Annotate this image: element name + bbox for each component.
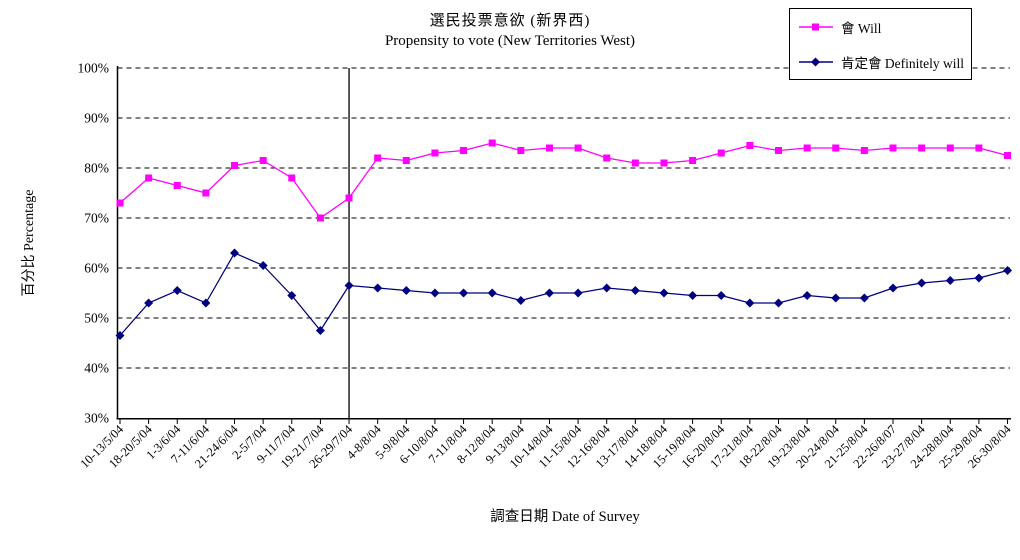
will-data-point bbox=[116, 199, 124, 207]
definitely-will-data-point bbox=[773, 298, 783, 308]
will-data-point bbox=[946, 144, 954, 152]
x-axis-title: 調查日期 Date of Survey bbox=[490, 508, 640, 525]
definitely-will-data-point bbox=[287, 291, 297, 300]
will-data-point bbox=[975, 144, 983, 152]
will-data-point bbox=[889, 144, 897, 152]
definitely-will-data-point bbox=[688, 291, 698, 300]
will-series-swatch bbox=[799, 23, 833, 31]
definitely-will-data-point bbox=[1003, 266, 1013, 275]
definitely-will-data-point bbox=[974, 273, 984, 283]
definitely-will-data-point bbox=[859, 293, 869, 303]
definitely-will-data-point bbox=[172, 286, 182, 295]
y-tick-label: 70% bbox=[84, 211, 109, 226]
y-tick-label: 100% bbox=[78, 61, 110, 76]
will-data-point bbox=[345, 194, 353, 202]
will-data-point bbox=[660, 159, 668, 167]
will-data-point bbox=[431, 149, 439, 157]
y-tick-label: 50% bbox=[84, 311, 109, 326]
will-data-point bbox=[832, 144, 840, 152]
will-data-point bbox=[173, 182, 181, 189]
definitely-will-data-point bbox=[745, 298, 755, 308]
definitely-will-data-point bbox=[459, 288, 469, 298]
definitely-will-data-point bbox=[917, 278, 927, 288]
will-data-point bbox=[517, 147, 525, 154]
definitely-will-data-point bbox=[888, 283, 898, 293]
will-data-point bbox=[860, 147, 868, 154]
definitely-will-data-point bbox=[802, 291, 812, 300]
will-data-point bbox=[1004, 152, 1012, 159]
definitely-will-data-point bbox=[258, 261, 268, 270]
definitely-will-data-point bbox=[201, 298, 211, 308]
definitely-will-data-point bbox=[659, 288, 669, 298]
will-data-point bbox=[374, 154, 382, 162]
will-data-point bbox=[717, 149, 725, 157]
definitely-will-data-point bbox=[831, 293, 841, 303]
will-data-point bbox=[145, 174, 153, 182]
y-tick-label: 30% bbox=[84, 411, 109, 426]
will-data-point bbox=[603, 154, 611, 162]
will-data-point bbox=[918, 144, 926, 152]
definitely-will-data-point bbox=[115, 331, 125, 340]
will-data-point bbox=[402, 157, 410, 164]
definitely-will-data-point bbox=[230, 248, 240, 258]
will-data-point bbox=[574, 144, 582, 152]
legend-label-definitely-will: 肯定會 Definitely will bbox=[841, 56, 964, 71]
y-tick-label: 90% bbox=[84, 111, 109, 126]
definitely-will-data-point bbox=[401, 286, 411, 295]
will-data-point bbox=[460, 147, 468, 154]
definitely-will-data-point bbox=[630, 286, 640, 295]
legend-box: 會 Will 肯定會 Definitely will bbox=[789, 8, 972, 80]
will-data-point bbox=[231, 162, 239, 169]
definitely-will-data-point bbox=[144, 298, 154, 308]
will-data-point bbox=[488, 139, 496, 147]
definitely-will-data-point bbox=[602, 283, 612, 293]
will-data-point bbox=[316, 214, 324, 222]
legend-item-definitely-will: 肯定會 Definitely will bbox=[798, 54, 964, 71]
definitely-will-data-point bbox=[544, 288, 554, 298]
definitely-will-data-point bbox=[487, 288, 497, 298]
definitely-will-line bbox=[119, 252, 1008, 336]
will-data-point bbox=[259, 157, 267, 164]
definitely-will-data-point bbox=[945, 276, 955, 285]
chart-title: 選民投票意欲 (新界西) bbox=[429, 13, 591, 29]
definitely-will-data-point bbox=[315, 326, 325, 335]
definitely-will-data-point bbox=[716, 291, 726, 300]
will-data-point bbox=[631, 159, 639, 167]
definitely-will-data-point bbox=[344, 281, 354, 290]
y-tick-label: 40% bbox=[84, 361, 109, 376]
y-tick-label: 80% bbox=[84, 161, 109, 176]
will-data-point bbox=[689, 157, 697, 164]
will-line bbox=[119, 142, 1008, 219]
y-tick-label: 60% bbox=[84, 261, 109, 276]
will-data-point bbox=[288, 174, 296, 182]
y-axis-title: 百分比 Percentage bbox=[21, 190, 37, 297]
definitely-will-data-point bbox=[430, 288, 440, 298]
will-data-point bbox=[803, 144, 811, 152]
definitely-will-data-point bbox=[573, 288, 583, 298]
will-data-point bbox=[746, 142, 754, 149]
chart-subtitle: Propensity to vote (New Territories West… bbox=[384, 33, 636, 49]
legend-item-will: 會 Will bbox=[798, 19, 882, 36]
will-data-point bbox=[202, 189, 210, 197]
definitely-will-data-point bbox=[516, 296, 526, 305]
definitely-will-series-swatch bbox=[799, 57, 833, 67]
will-data-point bbox=[774, 147, 782, 154]
legend-label-will: 會 Will bbox=[841, 21, 882, 36]
will-data-point bbox=[545, 144, 553, 152]
definitely-will-data-point bbox=[373, 283, 383, 293]
